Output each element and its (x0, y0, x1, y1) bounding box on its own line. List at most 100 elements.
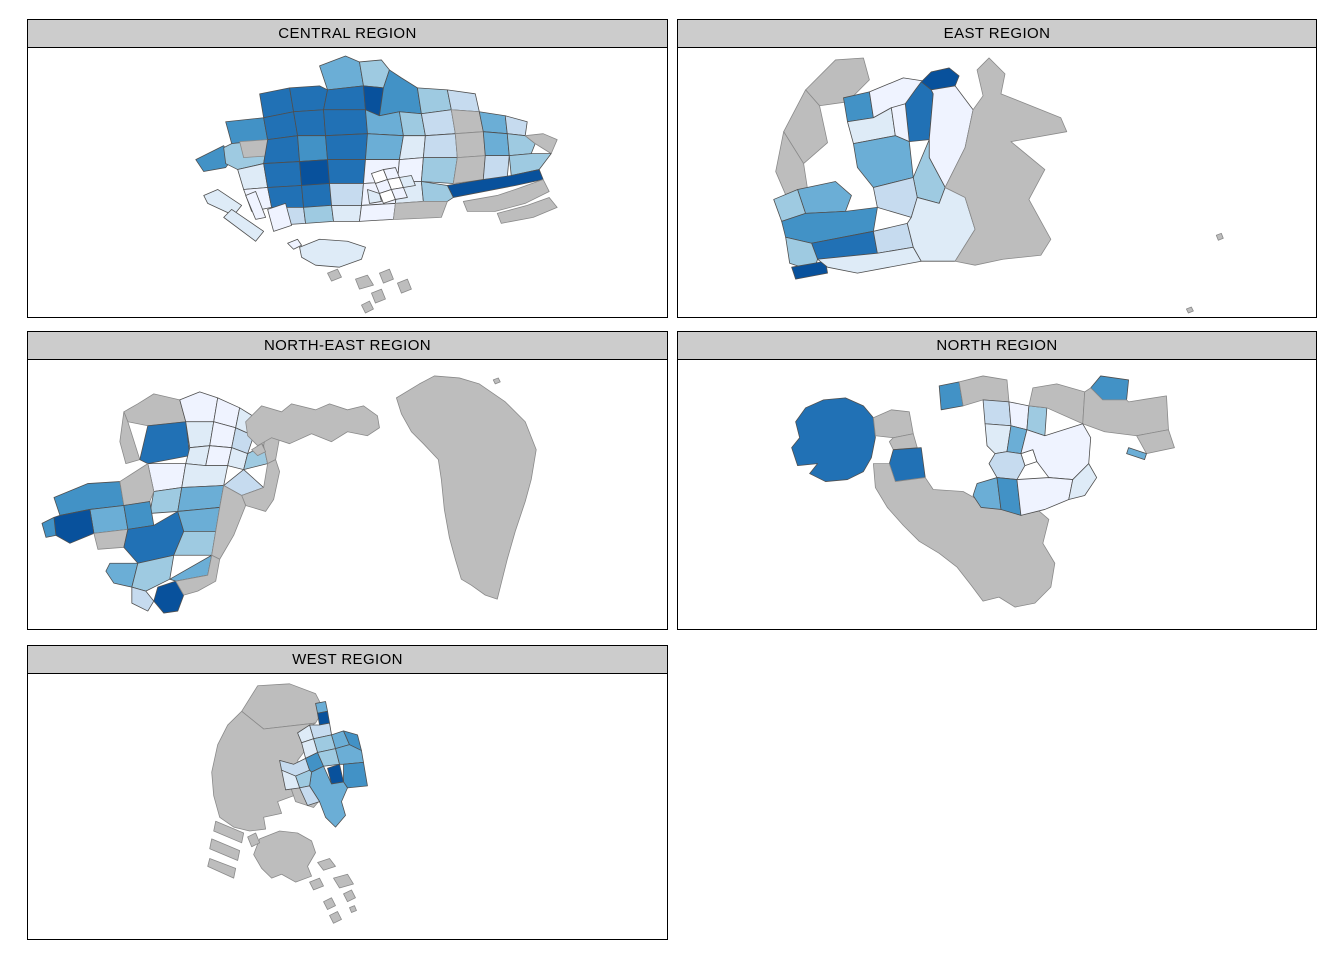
subzone-polygon (177, 507, 221, 532)
subzone-polygon (422, 133, 458, 158)
panel-west-region: WEST REGION (27, 645, 668, 940)
subzone-polygon (185, 421, 215, 449)
subzone-polygon (452, 155, 486, 184)
panel-body-central (28, 48, 667, 317)
subzone-polygon (988, 451, 1026, 480)
subzone-polygon (149, 487, 183, 514)
panel-north-east-region: NORTH-EAST REGION (27, 331, 668, 630)
subzone-polygon (203, 189, 243, 216)
subzone-polygon (123, 393, 187, 427)
subzone-polygon (123, 501, 155, 530)
subzone-polygon (247, 832, 261, 848)
subzone-polygon (982, 399, 1012, 427)
subzone-polygon (367, 189, 382, 204)
subzone-polygon (1215, 232, 1224, 241)
panel-north-region: NORTH REGION (677, 331, 1317, 630)
subzone-polygon (323, 85, 366, 111)
subzone-polygon (207, 858, 237, 879)
subzone-polygon (454, 131, 486, 158)
subzone-polygon (267, 203, 292, 232)
subzone-polygon (147, 463, 187, 492)
subzone-polygon (105, 562, 139, 588)
subzone-polygon (343, 889, 356, 903)
subzone-polygon (450, 109, 484, 135)
subzone-polygon (119, 463, 155, 506)
central-region-map (195, 55, 558, 314)
panel-header-east: EAST REGION (678, 20, 1316, 48)
subzone-polygon (506, 133, 536, 156)
panel-header-north: NORTH REGION (678, 332, 1316, 360)
subzone-polygon (1186, 306, 1194, 314)
panel-header-north-east: NORTH-EAST REGION (28, 332, 667, 360)
subzone-polygon (399, 135, 426, 160)
subzone-polygon (299, 785, 320, 806)
subzone-polygon (462, 179, 550, 212)
north-east-region-map (41, 375, 537, 614)
subzone-polygon (181, 463, 229, 488)
subzone-polygon (359, 203, 396, 222)
subzone-polygon (309, 877, 324, 891)
subzone-polygon (319, 55, 364, 91)
subzone-polygon (293, 109, 326, 137)
subzone-polygon (263, 135, 300, 164)
subzone-polygon (492, 377, 501, 385)
subzone-polygon (131, 586, 155, 612)
subzone-polygon (175, 554, 221, 596)
subzone-polygon (791, 260, 828, 280)
subzone-polygon (213, 820, 245, 844)
panel-central-region: CENTRAL REGION (27, 19, 668, 318)
subzone-polygon (287, 238, 302, 250)
panel-body-north-east (28, 360, 667, 629)
subzone-polygon (420, 109, 456, 137)
subzone-polygon (888, 447, 926, 482)
subzone-polygon (209, 838, 241, 861)
west-region-map (207, 683, 368, 924)
subzone-polygon (1068, 463, 1098, 500)
subzone-polygon (397, 278, 412, 294)
panel-body-west (28, 674, 667, 939)
subzone-polygon (205, 445, 233, 467)
subzone-polygon (1008, 401, 1030, 431)
subzone-polygon (333, 873, 354, 889)
subzone-polygon (179, 391, 219, 423)
subzone-polygon (301, 183, 332, 208)
subzone-polygon (482, 131, 510, 156)
panel-header-central: CENTRAL REGION (28, 20, 667, 48)
subzone-polygon (343, 761, 368, 789)
panel-body-east (678, 48, 1316, 317)
panel-title-east: EAST REGION (943, 25, 1051, 42)
subzone-polygon (1126, 447, 1147, 461)
subzone-polygon (791, 397, 876, 482)
subzone-polygon (1082, 387, 1169, 437)
subzone-polygon (393, 201, 448, 220)
panel-title-north-east: NORTH-EAST REGION (263, 337, 432, 354)
subzone-polygon (325, 133, 368, 160)
subzone-polygon (317, 710, 330, 726)
subzone-polygon (446, 89, 480, 113)
subzone-polygon (391, 187, 408, 200)
subzone-polygon (972, 477, 1002, 510)
subzone-polygon (420, 157, 458, 184)
subzone-polygon (317, 858, 336, 871)
subzone-polygon (89, 505, 129, 534)
subzone-polygon (299, 159, 330, 186)
subzone-polygon (139, 421, 191, 465)
subzone-polygon (211, 485, 247, 560)
subzone-polygon (797, 181, 852, 214)
subzone-polygon (504, 115, 528, 137)
subzone-polygon (1136, 429, 1175, 455)
subzone-polygon (299, 238, 366, 268)
subzone-polygon (872, 463, 1056, 608)
subzone-polygon (253, 830, 316, 883)
subzone-polygon (496, 197, 558, 224)
subzone-polygon (361, 300, 374, 314)
subzone-polygon (245, 403, 380, 447)
panel-title-central: CENTRAL REGION (278, 25, 417, 42)
subzone-polygon (349, 905, 357, 913)
subzone-polygon (482, 155, 510, 180)
subzone-polygon (251, 443, 267, 457)
subzone-polygon (944, 57, 1068, 266)
subzone-polygon (119, 411, 141, 465)
subzone-polygon (355, 274, 374, 290)
subzone-polygon (245, 191, 267, 220)
